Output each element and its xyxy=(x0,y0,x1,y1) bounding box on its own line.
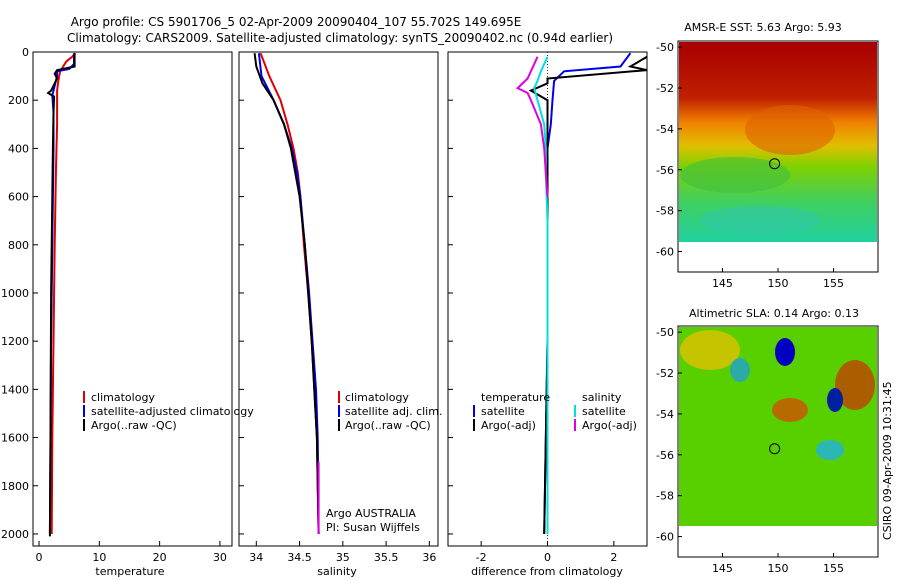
sla-low-patch xyxy=(730,358,750,382)
y-tick-label: 2000 xyxy=(1,528,29,541)
temperature-axis-label: temperature xyxy=(95,565,164,578)
series-line-black xyxy=(46,53,76,537)
map-x-tick-label: 145 xyxy=(712,562,733,575)
x-tick-label: 34.5 xyxy=(287,551,312,564)
y-tick-label: 1000 xyxy=(1,287,29,300)
sla-map-panel: Altimetric SLA: 0.14 Argo: 0.13 145 150 15… xyxy=(656,307,879,575)
map-y-tick-label: -60 xyxy=(656,531,674,544)
x-tick-label: 0 xyxy=(544,551,551,564)
sla-high-patch xyxy=(835,360,875,410)
series-line-magenta xyxy=(515,56,549,197)
x-tick-label: 0 xyxy=(36,551,43,564)
legend-temp-argo: Argo(-adj) xyxy=(481,419,536,432)
map-x-tick-label: 155 xyxy=(823,277,844,290)
sla-low-patch xyxy=(775,338,795,366)
map-y-tick-label: -50 xyxy=(656,326,674,339)
float-program-label: Argo AUSTRALIA xyxy=(326,507,416,520)
salinity-axis-label: salinity xyxy=(317,565,357,578)
map-y-tick-label: -54 xyxy=(656,408,674,421)
sst-argo-location-marker xyxy=(769,158,781,170)
series-line-blue xyxy=(543,52,632,535)
temperature-panel-frame xyxy=(32,51,233,547)
sla-high-patch xyxy=(680,330,740,370)
x-tick-label: 30 xyxy=(213,551,227,564)
legend-sal-argo: Argo(-adj) xyxy=(582,419,637,432)
y-tick-label: 800 xyxy=(8,239,29,252)
difference-axis-label: difference from climatology xyxy=(471,565,623,578)
legend-temp-satellite: satellite xyxy=(481,405,525,418)
map-y-tick-label: -56 xyxy=(656,164,674,177)
salinity-panel-frame xyxy=(238,51,439,547)
x-tick-label: 35.5 xyxy=(374,551,399,564)
legend-temperature-heading: temperature xyxy=(481,391,550,404)
x-tick-label: 34 xyxy=(249,551,263,564)
map-x-tick-label: 150 xyxy=(768,562,789,575)
y-tick-label: 1600 xyxy=(1,432,29,445)
sst-cool-patch xyxy=(700,206,820,234)
salinity-legend: climatology satellite adj. clim. Argo(..… xyxy=(338,391,442,432)
x-tick-label: 36 xyxy=(422,551,436,564)
map-x-tick-label: 155 xyxy=(823,562,844,575)
title-line-1: Argo profile: CS 5901706_5 02-Apr-2009 2… xyxy=(71,15,522,29)
legend-salinity-heading: salinity xyxy=(582,391,622,404)
legend-sal-satellite: satellite xyxy=(582,405,626,418)
y-tick-label: 200 xyxy=(8,94,29,107)
x-tick-label: 10 xyxy=(92,551,106,564)
map-x-tick-label: 145 xyxy=(712,277,733,290)
legend-climatology: climatology xyxy=(91,391,155,404)
sst-cold-patch xyxy=(680,157,790,193)
y-tick-label: 0 xyxy=(22,46,29,59)
series-line-black xyxy=(253,53,320,535)
y-tick-label: 600 xyxy=(8,191,29,204)
map-y-tick-label: -56 xyxy=(656,449,674,462)
sla-low-patch xyxy=(816,440,844,460)
sla-map-title: Altimetric SLA: 0.14 Argo: 0.13 xyxy=(689,307,859,320)
timestamp-stamp: CSIRO 09-Apr-2009 10:31:45 xyxy=(881,381,894,540)
sst-warm-anomaly xyxy=(745,105,835,155)
legend-satellite-adjusted: satellite-adjusted climatology xyxy=(91,405,254,418)
map-y-tick-label: -50 xyxy=(656,41,674,54)
map-y-tick-label: -58 xyxy=(656,205,674,218)
sst-map-panel: AMSR-E SST: 5.63 Argo: 5.93 145 150 155 -5… xyxy=(656,21,879,290)
map-y-tick-label: -54 xyxy=(656,123,674,136)
difference-panel: -2 0 2 difference from climatology tempera… xyxy=(447,51,648,578)
salinity-panel: 34 34.5 35 35.5 36 salinity climatology sate… xyxy=(238,51,442,578)
map-y-tick-label: -58 xyxy=(656,490,674,503)
legend-argo: Argo(..raw -QC) xyxy=(345,419,431,432)
temperature-panel: 0 200 400 600 800 1000 1200 1400 1600 1800 2000 0 1… xyxy=(1,46,254,578)
sla-mid-patch xyxy=(772,398,808,422)
map-y-tick-label: -52 xyxy=(656,367,674,380)
sla-argo-location-marker xyxy=(769,443,781,455)
legend-argo: Argo(..raw -QC) xyxy=(91,419,177,432)
x-tick-label: 2 xyxy=(610,551,617,564)
temperature-legend: climatology satellite-adjusted climatolo… xyxy=(83,391,254,432)
x-tick-label: 35 xyxy=(336,551,350,564)
y-tick-label: 400 xyxy=(8,142,29,155)
sst-map-title: AMSR-E SST: 5.63 Argo: 5.93 xyxy=(684,21,842,34)
y-tick-label: 1400 xyxy=(1,383,29,396)
y-tick-label: 1800 xyxy=(1,480,29,493)
x-tick-label: 20 xyxy=(153,551,167,564)
map-y-tick-label: -60 xyxy=(656,246,674,259)
sla-low-patch xyxy=(827,388,843,412)
y-tick-label: 1200 xyxy=(1,335,29,348)
series-line-red xyxy=(50,52,76,535)
map-y-tick-label: -52 xyxy=(656,82,674,95)
float-pi-label: PI: Susan Wijffels xyxy=(326,521,420,534)
legend-satellite-adj: satellite adj. clim. xyxy=(345,405,442,418)
legend-climatology: climatology xyxy=(345,391,409,404)
difference-legend: temperature satellite Argo(-adj) salinit… xyxy=(473,391,637,432)
map-x-tick-label: 150 xyxy=(768,277,789,290)
title-line-2: Climatology: CARS2009. Satellite-adjuste… xyxy=(67,31,613,45)
x-tick-label: -2 xyxy=(476,551,487,564)
